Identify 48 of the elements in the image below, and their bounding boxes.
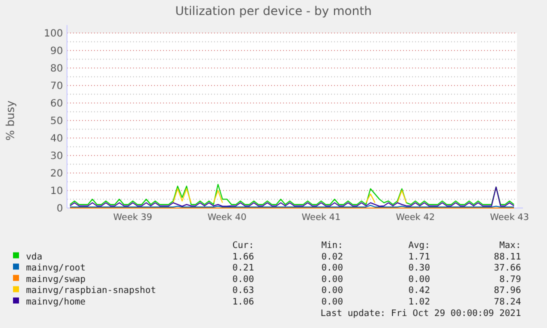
x-tick-label: Week 41 (302, 213, 341, 223)
text: 0.21 (232, 264, 254, 274)
text: Max: (499, 241, 521, 251)
text: 0.00 (232, 274, 254, 285)
legend-label: mainvg/raspbian-snapshot (26, 286, 156, 296)
y-tick-label: 30 (50, 151, 63, 162)
y-tick-label: 0 (56, 204, 63, 214)
text: 0.00 (321, 264, 343, 274)
text: 78.24 (494, 298, 521, 308)
text: Last update: Fri Oct 29 00:00:09 2021 (320, 308, 521, 319)
text: 1.66 (232, 252, 254, 262)
text: Cur: (232, 241, 254, 251)
legend-label: mainvg/root (26, 264, 86, 274)
y-tick-label: 70 (50, 81, 63, 92)
text: 37.66 (494, 264, 521, 274)
text: 0.63 (232, 286, 254, 296)
y-tick-label: 20 (50, 168, 63, 180)
y-tick-label: 90 (50, 46, 63, 57)
x-tick-label: Week 42 (396, 213, 435, 223)
text: Min: (321, 241, 343, 251)
text: 8.79 (499, 274, 521, 285)
legend-label: mainvg/swap (26, 274, 86, 285)
y-axis-title: % busy (4, 100, 17, 141)
text: 0.00 (321, 298, 343, 308)
text: 0.42 (408, 286, 430, 296)
text: 0.00 (408, 274, 430, 285)
text: 0.30 (408, 264, 430, 274)
text: 0.00 (321, 286, 343, 296)
y-tick-label: 80 (50, 64, 63, 74)
text: 1.71 (408, 252, 430, 262)
legend-label: vda (26, 252, 42, 262)
text: Avg: (408, 241, 430, 251)
y-tick-label: 50 (50, 116, 63, 127)
y-tick-label: 60 (50, 98, 63, 110)
text: 1.02 (408, 298, 430, 308)
y-tick-label: 100 (44, 28, 63, 40)
x-tick-label: Week 39 (113, 213, 153, 223)
chart-title: Utilization per device - by month (175, 4, 372, 18)
text: 1.06 (232, 298, 254, 308)
text: 0.00 (321, 274, 343, 285)
y-tick-label: 40 (50, 134, 63, 144)
text: 88.11 (494, 252, 521, 262)
text: 87.96 (494, 286, 521, 296)
x-tick-label: Week 43 (490, 213, 530, 223)
x-tick-label: Week 40 (207, 213, 247, 223)
legend-label: mainvg/home (26, 298, 86, 308)
text: 0.02 (321, 252, 343, 262)
y-tick-label: 10 (50, 186, 63, 197)
